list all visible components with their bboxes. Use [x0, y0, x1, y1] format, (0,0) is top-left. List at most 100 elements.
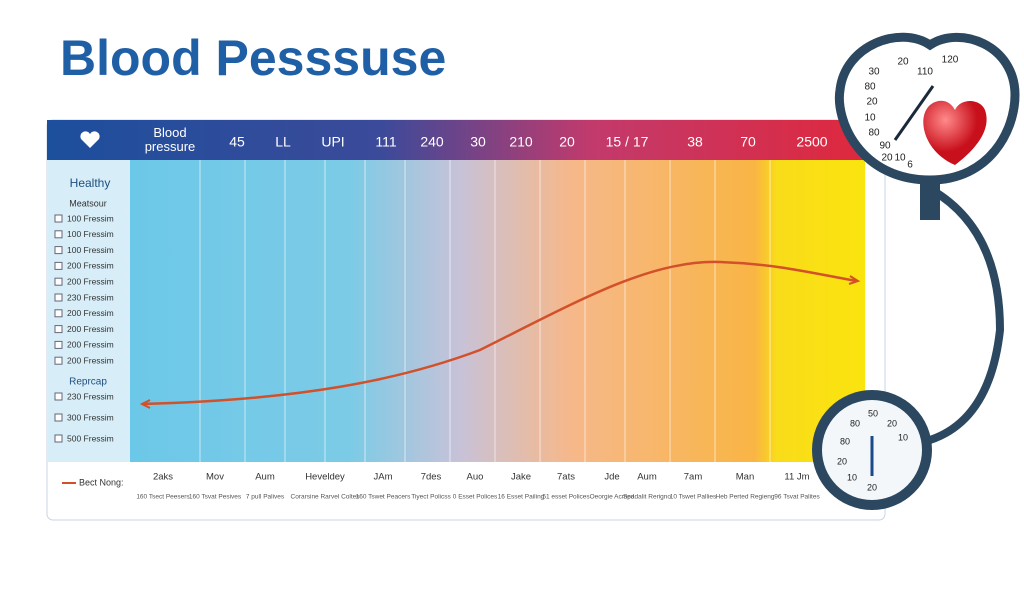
column-header: 210	[509, 134, 533, 150]
list-item: 200 Fressim	[67, 308, 114, 318]
title: Blood Pesssuse	[60, 30, 446, 86]
column-header: 70	[740, 134, 756, 150]
column-lines	[199, 160, 771, 462]
gauge-number: 20	[897, 57, 909, 68]
footer-label: Heveldey	[305, 472, 345, 483]
gauge-number: 20	[887, 418, 897, 428]
header-label: Blood pressure	[145, 125, 196, 154]
checkbox	[54, 214, 63, 223]
gauge-number: 120	[942, 55, 959, 66]
list-item: 100 Fressim	[67, 245, 114, 255]
checkbox	[54, 413, 63, 422]
footer-label: Jde	[604, 472, 619, 483]
gauge-number: 10	[894, 153, 906, 164]
gauge-number: 20	[866, 97, 878, 108]
gauge-number: 10	[864, 113, 876, 124]
footer-label: 7am	[684, 472, 703, 483]
gauge-number: 30	[868, 67, 880, 78]
gauge-number: 90	[879, 141, 891, 152]
column-header: 30	[470, 134, 486, 150]
footer-note: Spadalit Rerigno	[623, 494, 671, 501]
curve-arrows	[139, 275, 861, 409]
gauge-number: 110	[917, 67, 933, 78]
column-header: 2500	[796, 134, 827, 150]
column-header: LL	[275, 134, 291, 150]
section-label: Healthy	[70, 176, 111, 190]
checkbox	[54, 309, 63, 318]
footer-note: 160 Tsvat Pesives	[189, 494, 242, 501]
column-area	[130, 160, 865, 462]
footer-note: 16 Esset Pailing	[498, 494, 545, 501]
footer-label: Jake	[511, 472, 531, 483]
gauge-number: 50	[868, 408, 878, 418]
column-header: 38	[687, 134, 703, 150]
gauge-number: 80	[864, 82, 876, 93]
list-item: 300 Fressim	[67, 412, 114, 422]
checkbox	[54, 261, 63, 270]
footer-label: Auo	[467, 472, 484, 483]
footer-note: Heb Perted Regieng	[716, 494, 775, 501]
legend-label: Bect Nong:	[79, 477, 124, 487]
gauge-number: 20	[867, 482, 877, 492]
gauge-top	[834, 32, 1020, 444]
checkbox	[54, 246, 63, 255]
list-item: 100 Fressim	[67, 213, 114, 223]
column-header: 111	[375, 134, 396, 150]
checkbox	[54, 340, 63, 349]
gauge-number: 80	[840, 436, 850, 446]
footer-label: Aum	[255, 472, 275, 483]
list-item: 200 Fressim	[67, 261, 114, 271]
column-header: UPI	[321, 134, 344, 150]
gauge-bottom	[812, 390, 932, 510]
footer-label: 11 Jm	[784, 472, 809, 483]
gauge-number: 20	[881, 153, 893, 164]
footer-note: 7 pull Palives	[246, 494, 285, 501]
checkbox	[54, 293, 63, 302]
trend-curve	[141, 260, 858, 406]
footer-note: 160 Tswet Peacers	[356, 494, 412, 501]
gauge-number: 20	[837, 456, 847, 466]
checkbox	[54, 356, 63, 365]
header-bar	[47, 120, 885, 160]
footer-note: 51 esset Polices	[542, 494, 590, 501]
footer-note: 160 Tsect Peesers	[136, 494, 190, 501]
footer-note: 96 Tsvat Palites	[774, 494, 820, 501]
footer-note: 10 Tswet Pallies	[670, 494, 717, 501]
footer-label: 7des	[421, 472, 442, 483]
footer-label: 7ats	[557, 472, 575, 483]
checkbox	[54, 392, 63, 401]
list-item: 100 Fressim	[67, 229, 114, 239]
footer-label: JAm	[374, 472, 393, 483]
column-header: 15 / 17	[606, 134, 649, 150]
checkbox	[54, 325, 63, 334]
list-item: 230 Fressim	[67, 391, 114, 401]
list-item: 230 Fressim	[67, 292, 114, 302]
gauge-number: 80	[850, 418, 860, 428]
heart-icon	[80, 131, 100, 148]
gauge-number: 10	[847, 472, 857, 482]
gauge-number: 6	[907, 160, 913, 171]
list-item: 200 Fressim	[67, 340, 114, 350]
footer-label: 2aks	[153, 472, 173, 483]
list-item: 500 Fressim	[67, 433, 114, 443]
footer-note: Tiyect Policss	[411, 494, 451, 501]
footer-note: Corarsine Rarvel Coltes	[291, 494, 361, 501]
footer-note: 0 Esset Polices	[453, 494, 498, 501]
list-item: 200 Fressim	[67, 355, 114, 365]
section-label: Reprcap	[69, 377, 107, 388]
column-header: 240	[420, 134, 444, 150]
footer-label: Man	[736, 472, 754, 483]
checkbox	[54, 277, 63, 286]
footer-note: Oeorgie Acmed	[590, 494, 635, 501]
footer-label: Aum	[637, 472, 657, 483]
checkbox	[54, 230, 63, 239]
section-subtitle: Meatsour	[69, 198, 107, 208]
column-header: 20	[559, 134, 575, 150]
gauge-number: 80	[868, 128, 880, 139]
list-item: 200 Fressim	[67, 276, 114, 286]
column-header: 45	[229, 134, 245, 150]
gauge-number: 10	[898, 432, 908, 442]
checkbox	[54, 434, 63, 443]
